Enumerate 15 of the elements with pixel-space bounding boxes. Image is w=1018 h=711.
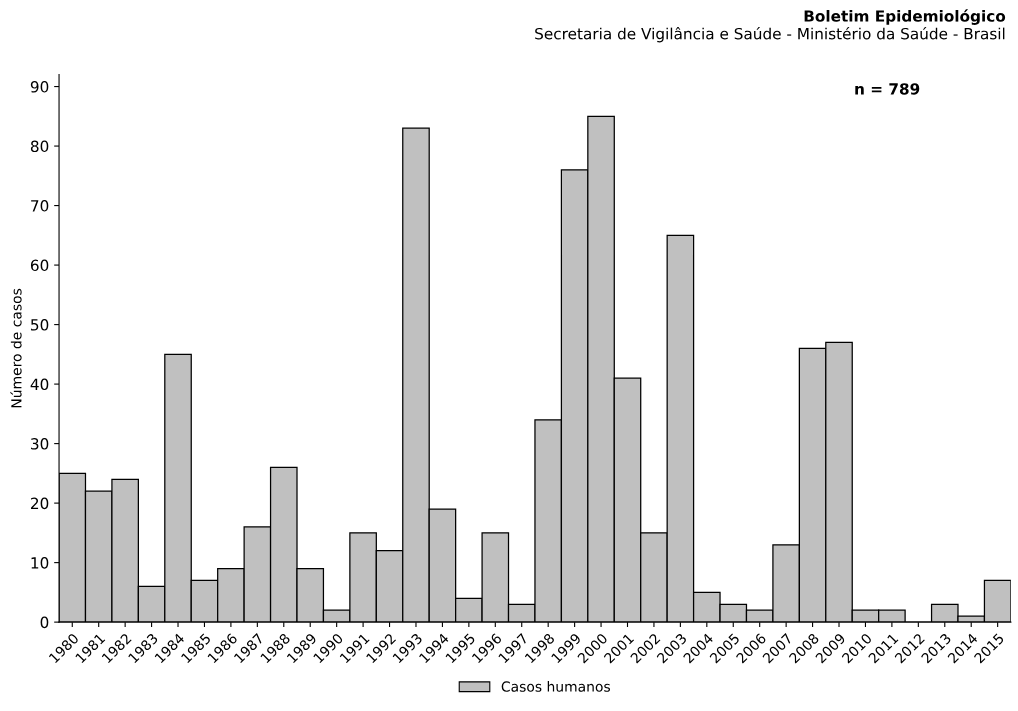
chart-title: Boletim Epidemiológico bbox=[804, 9, 1006, 25]
y-axis-title: Número de casos bbox=[10, 288, 22, 408]
y-tick-label: 50 bbox=[31, 319, 49, 331]
y-tick-label: 30 bbox=[31, 438, 49, 450]
legend-label: Casos humanos bbox=[501, 681, 610, 692]
y-tick-label: 60 bbox=[30, 259, 49, 272]
y-tick-label: 20 bbox=[31, 497, 49, 510]
y-tick-label: 0 bbox=[40, 616, 49, 629]
y-tick-label: 40 bbox=[30, 378, 49, 391]
y-tick-label: 90 bbox=[30, 81, 49, 93]
y-tick-label: 70 bbox=[31, 200, 49, 212]
y-tick-label: 80 bbox=[30, 140, 49, 153]
y-tick-label: 10 bbox=[31, 557, 49, 569]
annotation: n = 789 bbox=[855, 83, 920, 95]
chart-subtitle: Secretaria de Vigilância e Saúde - Ministério da Saúde - Brasil bbox=[535, 27, 1005, 43]
